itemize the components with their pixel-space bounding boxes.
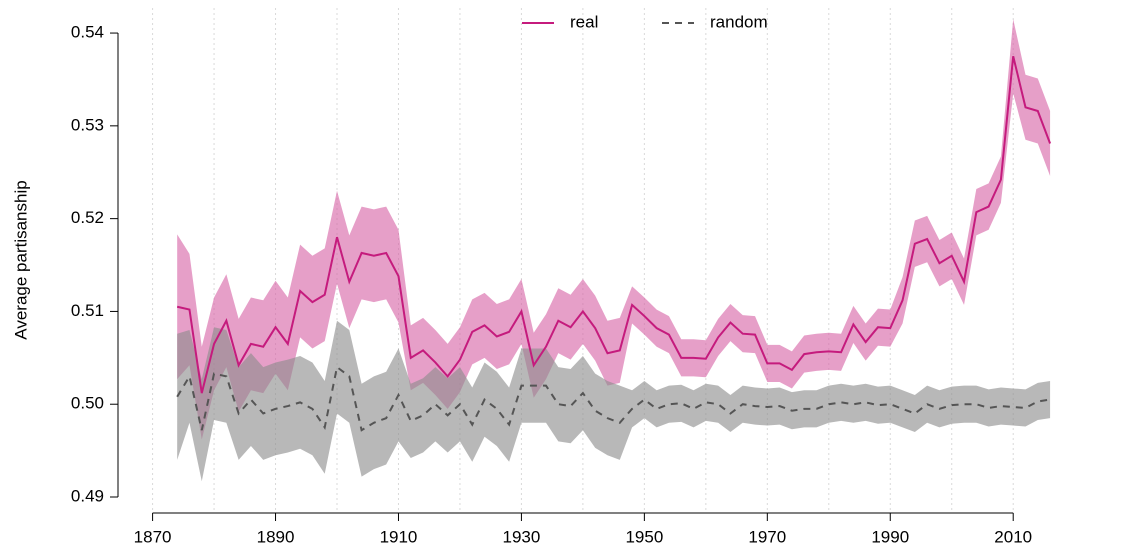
x-tick-label: 1990 (871, 527, 909, 546)
x-tick-label: 1910 (380, 527, 418, 546)
y-tick-label: 0.53 (71, 115, 104, 134)
y-tick-label: 0.49 (71, 486, 104, 505)
x-tick-label: 2010 (994, 527, 1032, 546)
y-tick-label: 0.50 (71, 394, 104, 413)
x-tick-label: 1930 (503, 527, 541, 546)
legend-label: real (570, 12, 598, 31)
series-line (176, 56, 1052, 394)
confidence-band (177, 320, 1051, 482)
x-tick-label: 1950 (625, 527, 663, 546)
y-tick-label: 0.54 (71, 23, 104, 42)
x-tick-label: 1890 (257, 527, 295, 546)
y-tick-label: 0.52 (71, 208, 104, 227)
y-tick-label: 0.51 (71, 301, 104, 320)
x-tick-label: 1870 (134, 527, 172, 546)
y-axis-label: Average partisanship (11, 180, 30, 339)
x-tick-label: 1970 (748, 527, 786, 546)
confidence-band (177, 19, 1051, 440)
legend-label: random (710, 12, 768, 31)
